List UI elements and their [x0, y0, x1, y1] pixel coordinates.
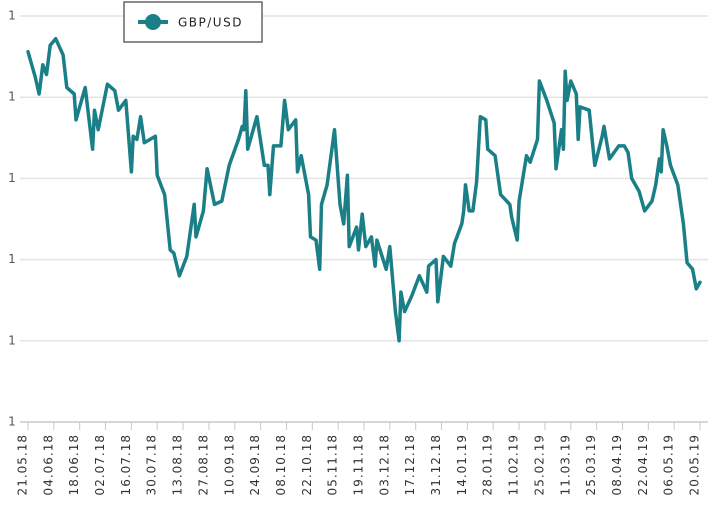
y-tick-label: 1 [8, 9, 16, 23]
legend-label: GBP/USD [178, 16, 243, 30]
x-tick-label: 08.10.18 [274, 434, 288, 495]
x-tick-label: 25.02.19 [532, 434, 546, 495]
x-tick-label: 02.07.18 [93, 434, 107, 495]
x-tick-label: 05.11.18 [326, 434, 340, 495]
legend: GBP/USD [123, 1, 263, 43]
x-tick-label: 03.12.18 [377, 434, 391, 495]
x-tick-label: 11.02.19 [507, 434, 521, 495]
x-tick-label: 10.09.18 [222, 434, 236, 495]
x-tick-label: 22.04.19 [636, 434, 650, 495]
legend-marker [145, 14, 161, 30]
x-tick-label: 20.05.19 [688, 434, 702, 495]
x-tick-label: 11.03.19 [558, 434, 572, 495]
x-tick-label: 17.12.18 [403, 434, 417, 495]
x-tick-label: 16.07.18 [119, 434, 133, 495]
x-tick-label: 30.07.18 [145, 434, 159, 495]
y-tick-label: 1 [8, 415, 16, 429]
x-tick-label: 25.03.19 [584, 434, 598, 495]
x-tick-label: 08.04.19 [610, 434, 624, 495]
x-tick-label: 22.10.18 [300, 434, 314, 495]
line-series [26, 36, 702, 343]
x-tick-label: 27.08.18 [196, 434, 210, 495]
x-tick-label: 14.01.19 [455, 434, 469, 495]
x-tick-label: 31.12.18 [429, 434, 443, 495]
x-tick-label: 24.09.18 [248, 434, 262, 495]
x-tick-label: 18.06.18 [67, 434, 81, 495]
y-tick-label: 1 [8, 333, 16, 347]
x-tick-label: 06.05.19 [662, 434, 676, 495]
y-tick-label: 1 [8, 171, 16, 185]
y-tick-label: 1 [8, 252, 16, 266]
x-tick-label: 13.08.18 [171, 434, 185, 495]
y-tick-label: 1 [8, 90, 16, 104]
x-tick-label: 04.06.18 [41, 434, 55, 495]
x-tick-label: 28.01.19 [481, 434, 495, 495]
x-tick-label: 19.11.18 [352, 434, 366, 495]
x-tick-label: 21.05.18 [16, 434, 30, 495]
